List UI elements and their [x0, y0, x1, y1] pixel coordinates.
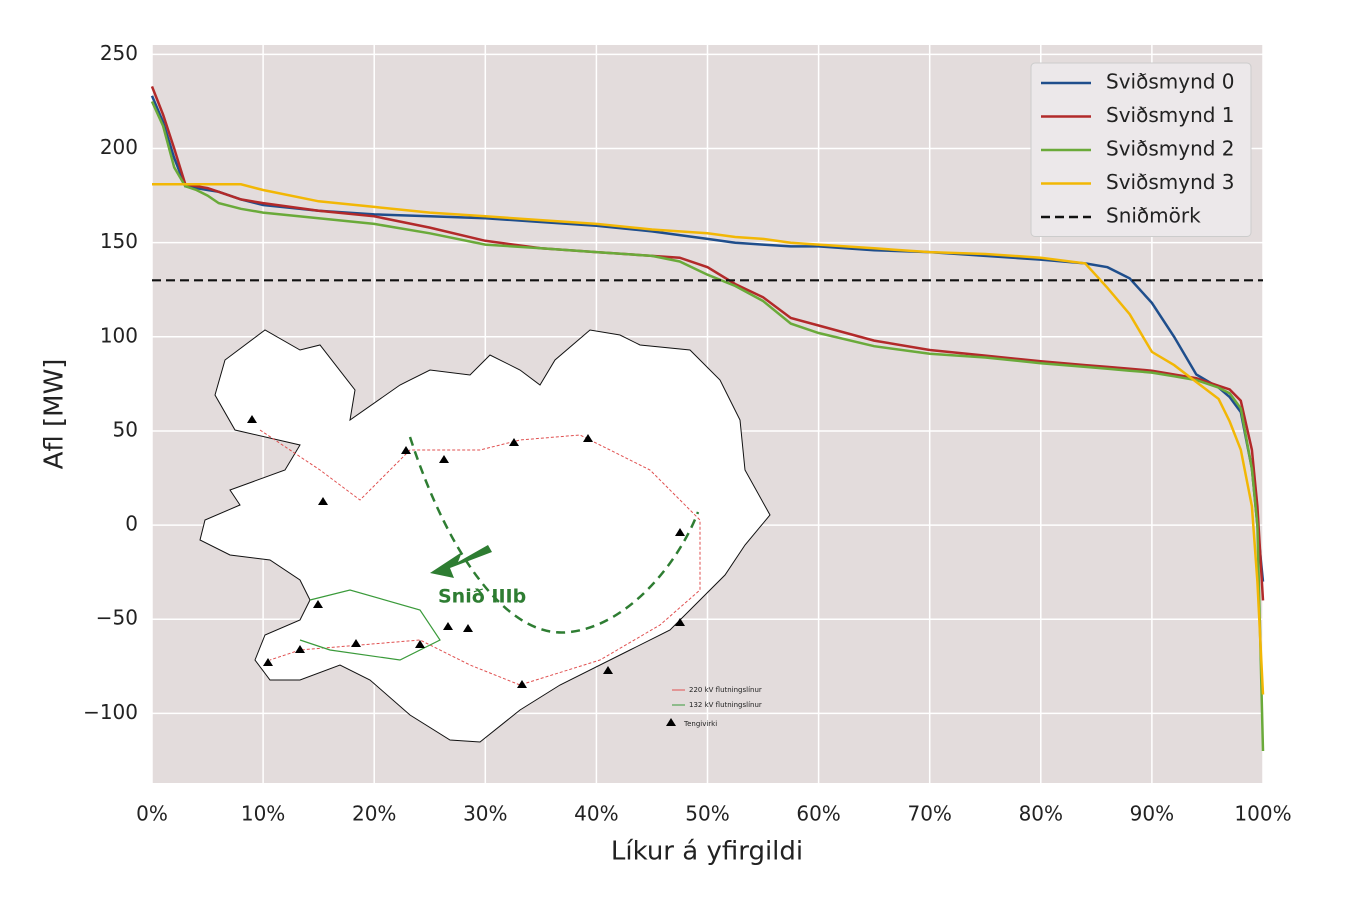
x-tick-label: 80% [1019, 802, 1063, 826]
series-line [150, 85, 1265, 601]
section-arrow [430, 545, 492, 578]
x-tick-label: 100% [1234, 802, 1291, 826]
y-tick-label: 250 [100, 41, 138, 65]
iceland-outline [199, 329, 771, 743]
x-tick-label: 0% [136, 802, 168, 826]
line-220kv [259, 429, 701, 686]
y-tick-label: −50 [96, 606, 138, 630]
y-axis-label: Afl [MW] [40, 359, 70, 470]
map-inset: Snið IIIb 220 kV flutningslínur 132 kV f… [199, 329, 771, 743]
x-tick-label: 30% [463, 802, 507, 826]
x-tick-label: 90% [1130, 802, 1174, 826]
legend-box [1030, 62, 1252, 237]
substations [247, 415, 685, 726]
x-tick-label: 70% [907, 802, 951, 826]
map-legend-text: 132 kV flutningslínur [689, 701, 762, 709]
y-tick-label: 100 [100, 323, 138, 347]
x-axis-label: Líkur á yfirgildi [611, 837, 803, 867]
legend-label: Sviðsmynd 3 [1106, 170, 1235, 194]
legend: Sviðsmynd 0 Sviðsmynd 1 Sviðsmynd 2 Sviðsmy… [1030, 62, 1252, 237]
x-tick-label: 40% [574, 802, 618, 826]
y-tick-label: 50 [113, 417, 138, 441]
y-tick-label: −100 [83, 700, 138, 724]
y-tick-label: 0 [125, 512, 138, 536]
x-tick-label: 20% [352, 802, 396, 826]
legend-label: Sviðsmynd 0 [1106, 70, 1235, 94]
y-tick-label: 200 [100, 135, 138, 159]
x-tick-label: 10% [241, 802, 285, 826]
x-tick-label: 50% [685, 802, 729, 826]
lines [150, 85, 1265, 752]
legend-label: Sviðsmynd 1 [1106, 103, 1235, 127]
map-label: Snið IIIb [438, 586, 526, 608]
legend-label: Sniðmörk [1106, 204, 1201, 228]
map-legend-text: 220 kV flutningslínur [689, 686, 762, 694]
y-tick-label: 150 [100, 229, 138, 253]
x-tick-label: 60% [796, 802, 840, 826]
series-line [152, 183, 1265, 695]
legend-label: Sviðsmynd 2 [1106, 137, 1235, 161]
section-curve [408, 436, 700, 634]
map-legend-text: Tengivirki [683, 720, 717, 728]
line-132kv [299, 589, 441, 661]
